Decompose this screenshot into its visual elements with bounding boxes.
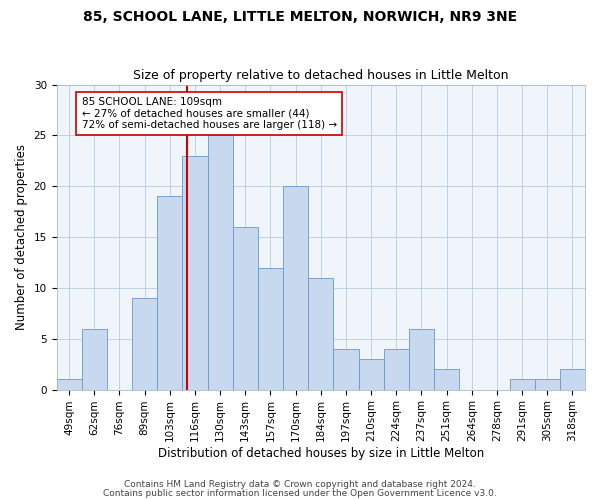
Bar xyxy=(258,268,283,390)
Bar xyxy=(434,370,459,390)
Bar xyxy=(560,370,585,390)
Bar xyxy=(56,380,82,390)
Bar xyxy=(233,227,258,390)
Bar xyxy=(308,278,334,390)
Bar xyxy=(157,196,182,390)
Bar xyxy=(334,349,359,390)
Text: 85 SCHOOL LANE: 109sqm
← 27% of detached houses are smaller (44)
72% of semi-det: 85 SCHOOL LANE: 109sqm ← 27% of detached… xyxy=(82,97,337,130)
Bar xyxy=(283,186,308,390)
Bar xyxy=(359,359,383,390)
Text: Contains HM Land Registry data © Crown copyright and database right 2024.: Contains HM Land Registry data © Crown c… xyxy=(124,480,476,489)
Bar xyxy=(208,136,233,390)
X-axis label: Distribution of detached houses by size in Little Melton: Distribution of detached houses by size … xyxy=(158,447,484,460)
Text: Contains public sector information licensed under the Open Government Licence v3: Contains public sector information licen… xyxy=(103,488,497,498)
Text: 85, SCHOOL LANE, LITTLE MELTON, NORWICH, NR9 3NE: 85, SCHOOL LANE, LITTLE MELTON, NORWICH,… xyxy=(83,10,517,24)
Bar xyxy=(132,298,157,390)
Bar xyxy=(82,328,107,390)
Bar xyxy=(383,349,409,390)
Bar xyxy=(409,328,434,390)
Title: Size of property relative to detached houses in Little Melton: Size of property relative to detached ho… xyxy=(133,69,509,82)
Y-axis label: Number of detached properties: Number of detached properties xyxy=(15,144,28,330)
Bar xyxy=(182,156,208,390)
Bar xyxy=(535,380,560,390)
Bar xyxy=(509,380,535,390)
